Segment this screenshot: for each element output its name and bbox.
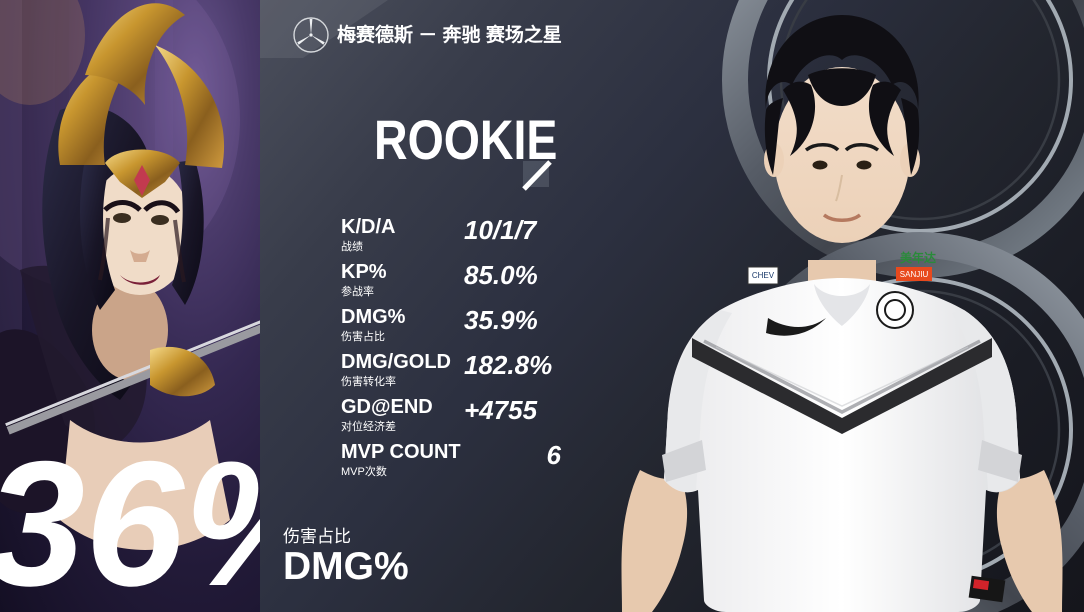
svg-text:CHEV: CHEV: [752, 271, 775, 280]
svg-text:SANJIU: SANJIU: [900, 270, 929, 279]
svg-text:美年达: 美年达: [900, 250, 936, 265]
